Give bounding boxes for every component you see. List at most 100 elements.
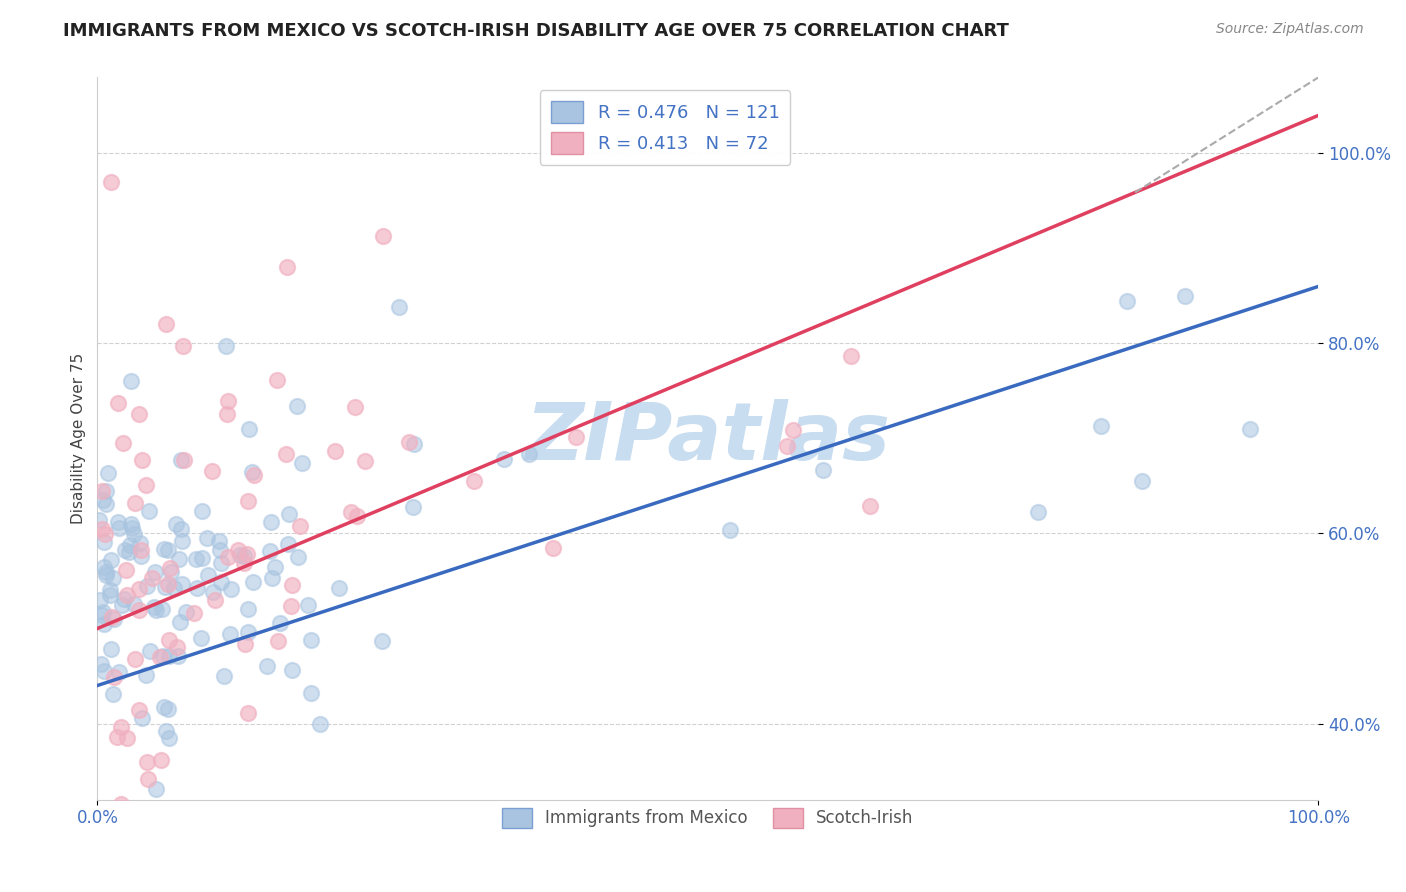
Point	[782, 423, 804, 437]
Point	[209, 575, 232, 590]
Point	[195, 531, 218, 545]
Point	[238, 624, 260, 639]
Point	[149, 753, 172, 767]
Point	[93, 664, 115, 678]
Point	[236, 548, 259, 562]
Point	[308, 717, 330, 731]
Point	[170, 534, 193, 549]
Point	[122, 526, 145, 541]
Point	[214, 669, 236, 683]
Point	[152, 541, 174, 556]
Point	[165, 517, 187, 532]
Point	[291, 456, 314, 470]
Point	[93, 534, 115, 549]
Point	[160, 566, 183, 580]
Point	[129, 543, 152, 558]
Point	[163, 581, 186, 595]
Point	[101, 687, 124, 701]
Point	[229, 548, 252, 562]
Point	[172, 577, 194, 591]
Point	[93, 605, 115, 619]
Point	[259, 544, 281, 558]
Point	[100, 642, 122, 657]
Point	[492, 452, 515, 467]
Point	[344, 400, 367, 414]
Point	[153, 580, 176, 594]
Point	[858, 499, 880, 513]
Point	[118, 538, 141, 552]
Point	[91, 608, 114, 623]
Point	[108, 665, 131, 680]
Point	[371, 634, 394, 648]
Point	[1239, 421, 1261, 435]
Point	[232, 556, 254, 570]
Point	[204, 593, 226, 607]
Legend: Immigrants from Mexico, Scotch-Irish: Immigrants from Mexico, Scotch-Irish	[495, 801, 921, 835]
Point	[398, 435, 420, 450]
Point	[264, 560, 287, 574]
Point	[105, 731, 128, 745]
Point	[463, 474, 485, 488]
Point	[152, 700, 174, 714]
Point	[90, 657, 112, 671]
Point	[299, 632, 322, 647]
Point	[110, 797, 132, 812]
Point	[172, 339, 194, 353]
Point	[117, 544, 139, 558]
Point	[94, 567, 117, 582]
Point	[209, 543, 232, 558]
Point	[340, 505, 363, 519]
Point	[323, 444, 346, 458]
Point	[135, 668, 157, 682]
Point	[115, 731, 138, 746]
Point	[145, 782, 167, 797]
Point	[101, 609, 124, 624]
Point	[173, 453, 195, 467]
Point	[128, 582, 150, 596]
Point	[564, 430, 586, 444]
Point	[157, 731, 180, 746]
Point	[1116, 294, 1139, 309]
Point	[388, 301, 411, 315]
Point	[238, 494, 260, 508]
Point	[281, 578, 304, 592]
Point	[94, 497, 117, 511]
Point	[236, 601, 259, 615]
Point	[93, 616, 115, 631]
Point	[108, 521, 131, 535]
Point	[135, 579, 157, 593]
Point	[138, 772, 160, 786]
Point	[115, 563, 138, 577]
Point	[124, 652, 146, 666]
Point	[103, 670, 125, 684]
Point	[238, 422, 260, 436]
Point	[152, 649, 174, 664]
Point	[166, 640, 188, 655]
Point	[114, 543, 136, 558]
Point	[94, 483, 117, 498]
Point	[277, 537, 299, 551]
Point	[100, 553, 122, 567]
Point	[97, 467, 120, 481]
Point	[238, 706, 260, 721]
Point	[287, 549, 309, 564]
Point	[233, 637, 256, 651]
Point	[107, 396, 129, 410]
Point	[128, 407, 150, 421]
Point	[169, 615, 191, 630]
Text: IMMIGRANTS FROM MEXICO VS SCOTCH-IRISH DISABILITY AGE OVER 75 CORRELATION CHART: IMMIGRANTS FROM MEXICO VS SCOTCH-IRISH D…	[63, 22, 1010, 40]
Point	[155, 318, 177, 332]
Point	[145, 602, 167, 616]
Point	[129, 535, 152, 549]
Point	[142, 600, 165, 615]
Point	[157, 633, 180, 648]
Point	[226, 542, 249, 557]
Point	[197, 568, 219, 582]
Point	[143, 565, 166, 579]
Point	[841, 349, 863, 363]
Point	[131, 711, 153, 725]
Point	[232, 549, 254, 563]
Point	[156, 542, 179, 557]
Point	[156, 577, 179, 591]
Point	[541, 541, 564, 555]
